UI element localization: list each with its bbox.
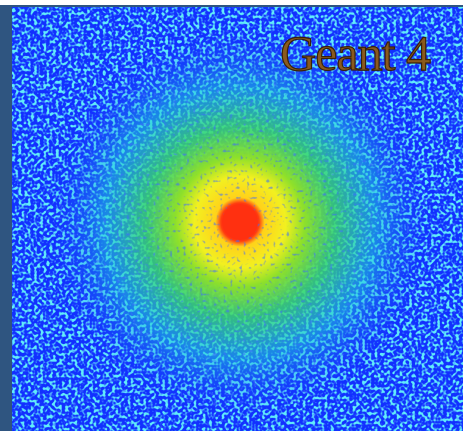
logo-text: Geant 4 — [280, 25, 431, 81]
heatmap — [12, 7, 463, 431]
top-strip — [0, 0, 463, 5]
hot-spot — [222, 204, 258, 240]
